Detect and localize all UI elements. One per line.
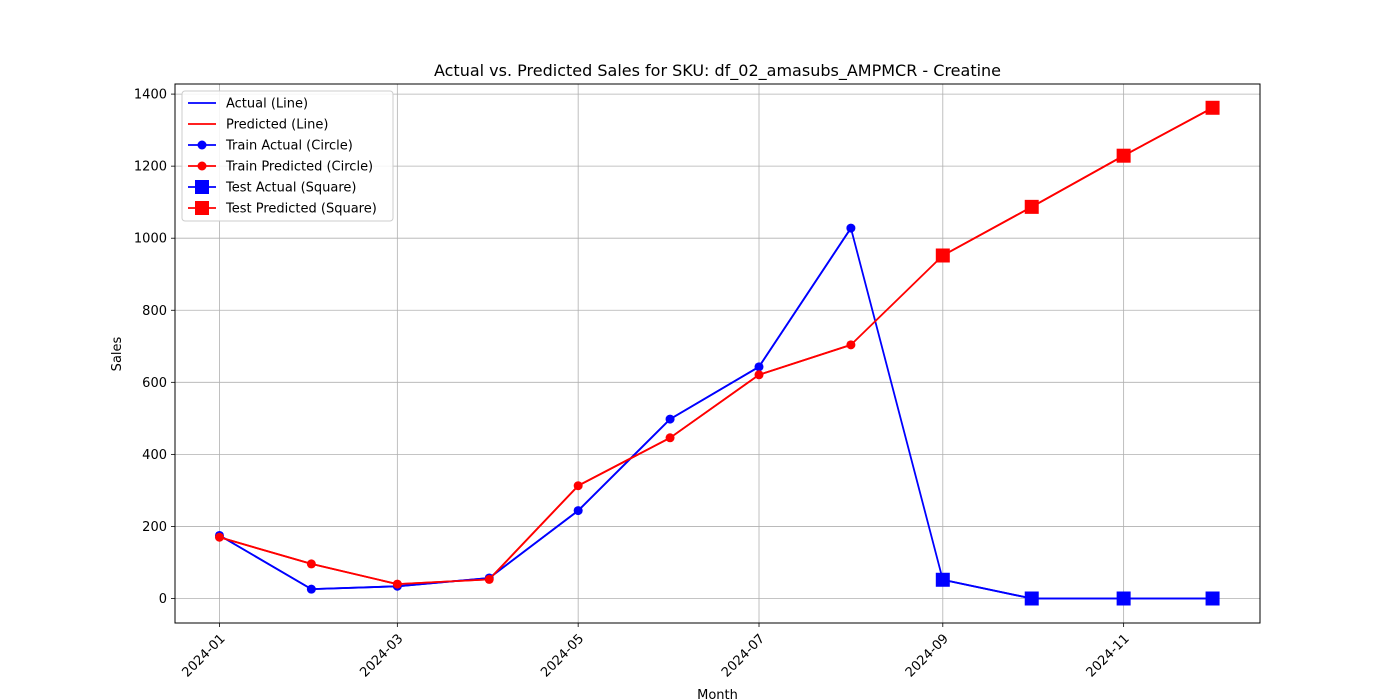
data-point-circle: [306, 584, 316, 594]
legend-entry: Train Actual (Circle): [188, 139, 353, 154]
x-tick-label: 2024-05: [538, 631, 587, 680]
x-tick-label: 2024-11: [1084, 631, 1133, 680]
data-point-circle: [484, 574, 494, 584]
legend-entry: Predicted (Line): [188, 118, 328, 133]
data-point-circle: [754, 370, 764, 380]
y-tick-label: 1400: [134, 88, 167, 103]
legend-label: Test Predicted (Square): [225, 202, 377, 217]
legend-entry: Test Actual (Square): [188, 180, 357, 196]
x-axis-label: Month: [697, 688, 738, 700]
data-point-square: [935, 248, 950, 263]
y-tick-label: 400: [142, 448, 167, 463]
series-line: [942, 107, 1214, 257]
legend-label: Test Actual (Square): [225, 181, 357, 196]
data-point-square: [935, 572, 950, 587]
legend-marker-circle: [197, 140, 207, 150]
data-point-circle: [214, 532, 224, 542]
series-6: [935, 100, 1220, 263]
data-point-square: [1024, 591, 1039, 606]
y-tick-label: 1000: [134, 232, 167, 247]
x-tick-label: 2024-09: [903, 631, 952, 680]
plot-frame: [174, 83, 1261, 624]
series-4: [214, 340, 856, 589]
legend-label: Train Predicted (Circle): [225, 160, 373, 175]
legend-marker-square: [195, 201, 209, 215]
data-point-circle: [846, 340, 856, 350]
legend-box: [181, 90, 394, 222]
series-1: [219, 227, 1213, 600]
data-point-circle: [665, 414, 675, 424]
data-point-circle: [665, 433, 675, 443]
y-tick-label: 1200: [134, 160, 167, 175]
data-point-square: [1116, 148, 1131, 163]
series-5: [935, 572, 1220, 606]
data-point-square: [1205, 100, 1220, 115]
data-point-square: [1205, 591, 1220, 606]
data-point-circle: [306, 559, 316, 569]
series-line: [942, 578, 1213, 600]
data-point-circle: [573, 481, 583, 491]
y-axis-label: Sales: [110, 336, 125, 371]
data-point-circle: [573, 506, 583, 516]
x-tick-label: 2024-01: [179, 631, 228, 680]
chart-title: Actual vs. Predicted Sales for SKU: df_0…: [434, 61, 1001, 81]
legend-marker-square: [195, 180, 209, 194]
series-line: [219, 227, 1213, 600]
y-tick-label: 600: [142, 376, 167, 391]
grid: [175, 84, 1260, 623]
series-layer: [214, 100, 1220, 606]
x-tick-label: 2024-03: [357, 631, 406, 680]
data-point-circle: [392, 579, 402, 589]
legend-entry: Train Predicted (Circle): [188, 160, 373, 175]
x-tick-label: 2024-07: [719, 631, 768, 680]
legend-marker-circle: [197, 161, 207, 171]
data-point-circle: [754, 362, 764, 372]
legend-label: Actual (Line): [226, 97, 308, 112]
series-line: [219, 227, 852, 590]
legend-label: Train Actual (Circle): [225, 139, 353, 154]
series-line: [219, 344, 852, 585]
y-tick-label: 0: [159, 592, 167, 607]
legend-entry: Test Predicted (Square): [188, 201, 377, 217]
y-tick-label: 200: [142, 520, 167, 535]
data-point-square: [1024, 199, 1039, 214]
legend-label: Predicted (Line): [226, 118, 328, 133]
data-point-square: [1116, 591, 1131, 606]
legend-entry: Actual (Line): [188, 97, 308, 112]
y-tick-label: 800: [142, 304, 167, 319]
legend: Actual (Line) Predicted (Line) Train Actua…: [181, 90, 394, 222]
data-point-circle: [846, 223, 856, 233]
